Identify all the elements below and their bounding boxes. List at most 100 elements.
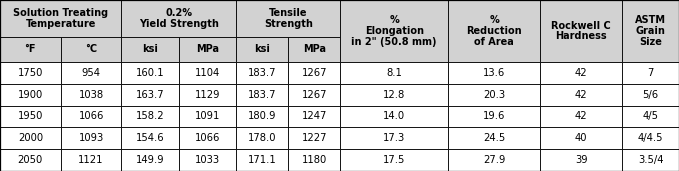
Text: 7: 7	[648, 68, 654, 78]
Bar	[289, 149, 340, 171]
Bar	[179, 37, 236, 62]
Text: 24.5: 24.5	[483, 133, 505, 143]
Text: 183.7: 183.7	[248, 68, 276, 78]
Bar	[448, 0, 540, 62]
Text: 1093: 1093	[79, 133, 104, 143]
Bar	[340, 62, 448, 84]
Bar	[0, 84, 60, 106]
Bar	[0, 127, 60, 149]
Text: 1121: 1121	[78, 155, 104, 165]
Text: 17.5: 17.5	[383, 155, 405, 165]
Text: 17.3: 17.3	[383, 133, 405, 143]
Text: 1033: 1033	[195, 155, 220, 165]
Text: 0.2%
Yield Strength: 0.2% Yield Strength	[139, 8, 219, 29]
Bar	[122, 106, 179, 127]
Text: 1267: 1267	[301, 90, 327, 100]
Text: 1091: 1091	[195, 111, 221, 121]
Text: MPa: MPa	[196, 44, 219, 54]
Bar	[340, 149, 448, 171]
Bar	[448, 106, 540, 127]
Bar	[622, 62, 679, 84]
Text: 42: 42	[575, 111, 587, 121]
Bar	[289, 106, 340, 127]
Bar	[622, 84, 679, 106]
Text: Solution Treating
Temperature: Solution Treating Temperature	[13, 8, 108, 29]
Text: 39: 39	[575, 155, 587, 165]
Bar	[340, 0, 448, 62]
Bar	[179, 62, 236, 84]
Bar	[122, 127, 179, 149]
Text: 178.0: 178.0	[248, 133, 276, 143]
Bar	[122, 37, 179, 62]
Text: 1950: 1950	[18, 111, 43, 121]
Text: 1227: 1227	[301, 133, 327, 143]
Text: °F: °F	[24, 44, 36, 54]
Text: 160.1: 160.1	[136, 68, 164, 78]
Bar	[60, 127, 122, 149]
Bar	[289, 37, 340, 62]
Bar	[236, 149, 289, 171]
Bar	[236, 62, 289, 84]
Bar	[340, 84, 448, 106]
Bar	[122, 84, 179, 106]
Bar	[540, 127, 622, 149]
Text: 5/6: 5/6	[642, 90, 659, 100]
Bar	[179, 127, 236, 149]
Bar	[289, 62, 340, 84]
Text: 158.2: 158.2	[136, 111, 164, 121]
Bar	[179, 106, 236, 127]
Text: 19.6: 19.6	[483, 111, 505, 121]
Text: 1104: 1104	[195, 68, 220, 78]
Bar	[0, 37, 60, 62]
Text: 1267: 1267	[301, 68, 327, 78]
Text: 183.7: 183.7	[248, 90, 276, 100]
Text: 1247: 1247	[301, 111, 327, 121]
Bar	[448, 62, 540, 84]
Text: 1066: 1066	[195, 133, 221, 143]
Text: 163.7: 163.7	[136, 90, 164, 100]
Text: 4/5: 4/5	[642, 111, 659, 121]
Text: 149.9: 149.9	[136, 155, 164, 165]
Bar	[540, 149, 622, 171]
Text: 1900: 1900	[18, 90, 43, 100]
Bar	[179, 84, 236, 106]
Bar	[622, 127, 679, 149]
Bar	[236, 106, 289, 127]
Text: 3.5/4: 3.5/4	[638, 155, 663, 165]
Bar	[236, 0, 340, 37]
Text: MPa: MPa	[303, 44, 326, 54]
Text: 8.1: 8.1	[386, 68, 402, 78]
Text: 20.3: 20.3	[483, 90, 505, 100]
Text: 14.0: 14.0	[383, 111, 405, 121]
Text: 12.8: 12.8	[383, 90, 405, 100]
Bar	[340, 106, 448, 127]
Text: %
Elongation
in 2" (50.8 mm): % Elongation in 2" (50.8 mm)	[352, 15, 437, 47]
Bar	[289, 84, 340, 106]
Text: 171.1: 171.1	[248, 155, 277, 165]
Bar	[0, 149, 60, 171]
Bar	[236, 84, 289, 106]
Text: 154.6: 154.6	[136, 133, 164, 143]
Text: 13.6: 13.6	[483, 68, 505, 78]
Bar	[448, 127, 540, 149]
Bar	[122, 62, 179, 84]
Text: 2000: 2000	[18, 133, 43, 143]
Text: 42: 42	[575, 68, 587, 78]
Text: ASTM
Grain
Size: ASTM Grain Size	[635, 15, 666, 47]
Text: 1066: 1066	[78, 111, 104, 121]
Bar	[622, 106, 679, 127]
Bar	[340, 127, 448, 149]
Bar	[122, 149, 179, 171]
Bar	[60, 149, 122, 171]
Text: Rockwell C
Hardness: Rockwell C Hardness	[551, 21, 611, 41]
Bar	[0, 62, 60, 84]
Text: %
Reduction
of Area: % Reduction of Area	[466, 15, 522, 47]
Bar	[540, 62, 622, 84]
Text: ksi: ksi	[142, 44, 158, 54]
Bar	[448, 149, 540, 171]
Bar	[540, 84, 622, 106]
Bar	[122, 0, 236, 37]
Text: 40: 40	[575, 133, 587, 143]
Text: 42: 42	[575, 90, 587, 100]
Bar	[540, 0, 622, 62]
